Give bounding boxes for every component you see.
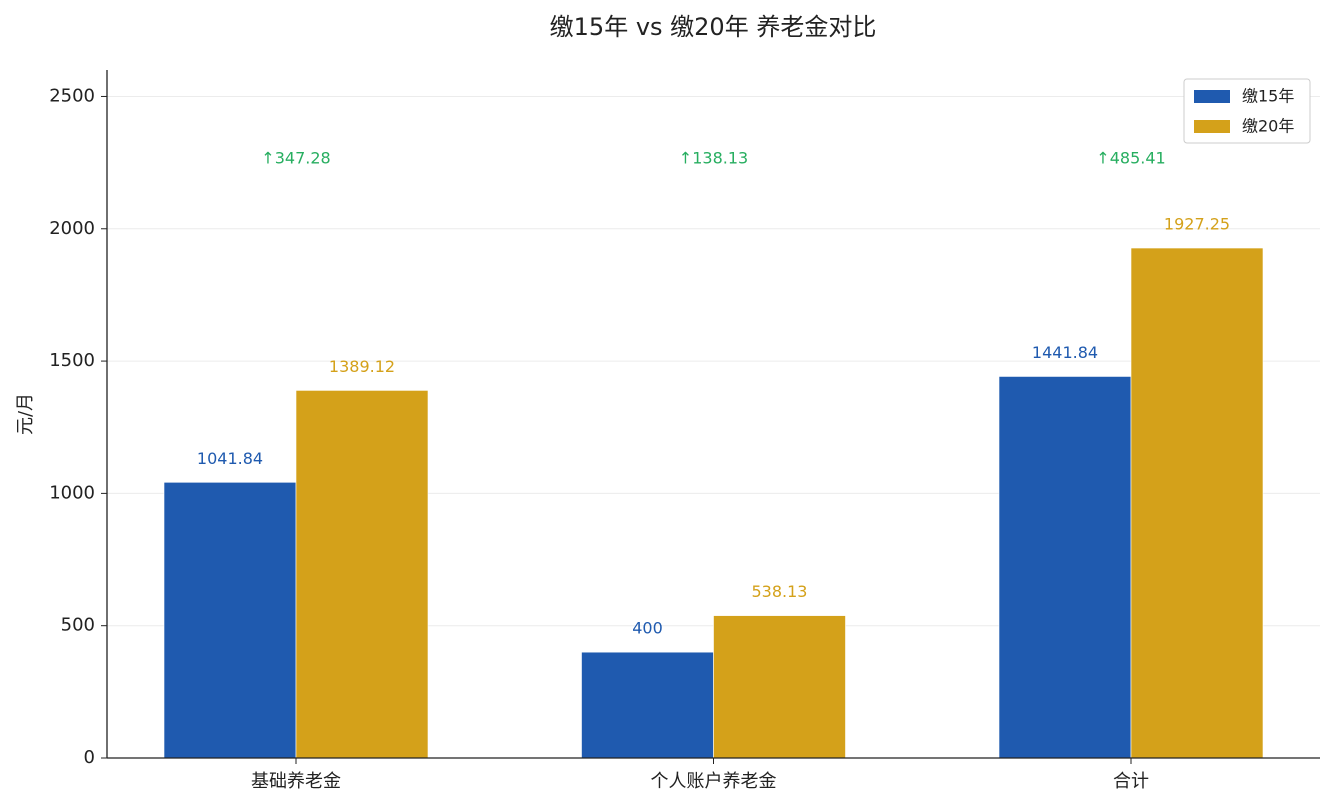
y-tick-label: 2000 xyxy=(49,218,95,239)
y-tick-label: 1500 xyxy=(49,350,95,371)
bar xyxy=(581,651,714,759)
value-label: 1441.84 xyxy=(1032,343,1098,362)
y-tick-label: 1000 xyxy=(49,482,95,503)
x-tick-label: 个人账户养老金 xyxy=(651,771,777,792)
bar xyxy=(1130,247,1264,759)
legend-swatch xyxy=(1194,120,1230,133)
annotation: ↑485.41 xyxy=(1096,149,1165,168)
value-label: 538.13 xyxy=(752,582,808,601)
y-tick-label: 0 xyxy=(84,747,95,768)
x-tick-label: 基础养老金 xyxy=(251,771,341,792)
chart-title: 缴15年 vs 缴20年 养老金对比 xyxy=(550,13,877,41)
y-axis-label: 元/月 xyxy=(15,393,36,435)
bar xyxy=(998,376,1132,759)
legend-label: 缴15年 xyxy=(1242,87,1294,106)
value-label: 1041.84 xyxy=(197,449,263,468)
legend-swatch xyxy=(1194,90,1230,103)
value-label: 1389.12 xyxy=(329,357,395,376)
bar xyxy=(713,615,846,759)
y-tick-label: 2500 xyxy=(49,85,95,106)
bar xyxy=(295,390,429,759)
bar xyxy=(163,482,297,759)
value-label: 400 xyxy=(632,619,663,638)
y-tick-label: 500 xyxy=(61,615,95,636)
annotation: ↑138.13 xyxy=(679,149,748,168)
legend-label: 缴20年 xyxy=(1242,117,1294,136)
annotation: ↑347.28 xyxy=(261,149,330,168)
x-tick-label: 合计 xyxy=(1113,771,1149,792)
value-label: 1927.25 xyxy=(1164,215,1230,234)
